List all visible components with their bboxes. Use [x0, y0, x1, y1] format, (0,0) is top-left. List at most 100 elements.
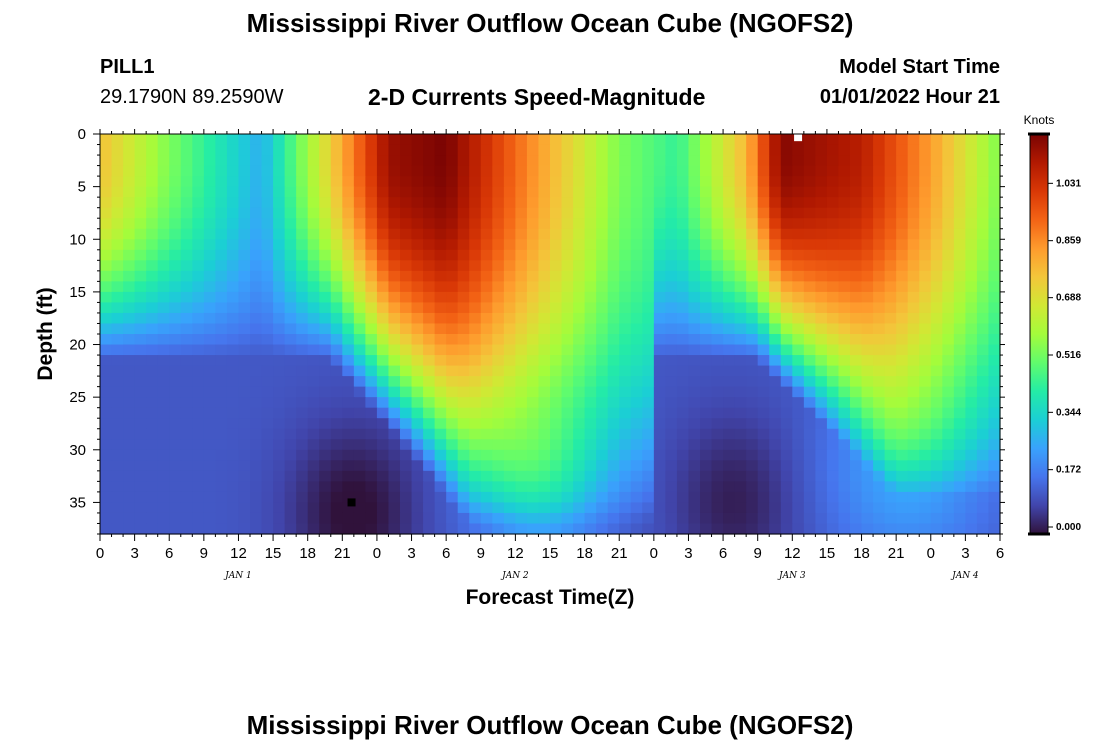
heatmap-cell — [688, 512, 701, 525]
heatmap-cell — [873, 302, 886, 314]
heatmap-cell — [665, 334, 678, 346]
heatmap-cell — [596, 397, 609, 409]
heatmap-cell — [446, 491, 459, 504]
heatmap-cell — [538, 449, 551, 461]
heatmap-cell — [169, 176, 182, 188]
heatmap-cell — [273, 523, 286, 535]
heatmap-cell — [561, 144, 574, 156]
heatmap-cell — [376, 418, 390, 430]
heatmap-cell — [953, 449, 966, 461]
heatmap-cell — [930, 470, 943, 482]
heatmap-cell — [907, 439, 920, 451]
heatmap-cell — [884, 302, 897, 314]
heatmap-cell — [434, 344, 447, 356]
heatmap-cell — [919, 323, 932, 335]
heatmap-cell — [503, 344, 516, 356]
heatmap-cell — [157, 502, 170, 514]
heatmap-cell — [296, 407, 309, 419]
heatmap-cell — [838, 312, 851, 325]
heatmap-cell — [203, 512, 216, 525]
heatmap-cell — [838, 228, 851, 240]
heatmap-cell — [319, 344, 332, 356]
heatmap-cell — [388, 134, 401, 146]
heatmap-cell — [526, 523, 540, 535]
heatmap-cell — [423, 323, 436, 335]
heatmap-cell — [157, 334, 170, 346]
heatmap-cell — [203, 176, 216, 188]
heatmap-cell — [942, 176, 955, 188]
heatmap-cell — [896, 512, 909, 525]
heatmap-cell — [123, 134, 136, 146]
heatmap-cell — [273, 407, 286, 419]
heatmap-cell — [400, 491, 413, 504]
heatmap-cell — [803, 312, 816, 325]
heatmap-cell — [700, 249, 713, 261]
heatmap-cell — [700, 176, 713, 188]
heatmap-cell — [630, 165, 643, 177]
heatmap-cell — [723, 397, 736, 409]
heatmap-cell — [480, 502, 493, 514]
station-coordinates: 29.1790N 89.2590W — [100, 86, 284, 108]
heatmap-cell — [157, 439, 170, 451]
heatmap-cell — [434, 144, 447, 156]
heatmap-cell — [953, 207, 966, 219]
heatmap-cell — [942, 186, 955, 198]
heatmap-cell — [203, 323, 216, 335]
heatmap-cell — [515, 439, 528, 451]
heatmap-cell — [376, 491, 390, 504]
heatmap-cell — [976, 418, 990, 430]
heatmap-cell — [192, 218, 205, 230]
heatmap-cell — [284, 260, 297, 272]
heatmap-cell — [653, 186, 666, 198]
heatmap-cell — [919, 502, 932, 514]
heatmap-cell — [561, 302, 574, 314]
x-tick-label: 12 — [507, 545, 524, 562]
heatmap-cell — [826, 397, 840, 409]
heatmap-cell — [446, 334, 459, 346]
heatmap-cell — [619, 207, 632, 219]
heatmap-cell — [665, 281, 678, 293]
heatmap-cell — [550, 260, 563, 272]
heatmap-cell — [526, 376, 540, 388]
heatmap-cell — [723, 376, 736, 388]
heatmap-cell — [838, 397, 851, 409]
heatmap-cell — [215, 165, 228, 177]
heatmap-cell — [780, 197, 793, 209]
heatmap-cell — [665, 207, 678, 219]
heatmap-cell — [746, 365, 759, 377]
heatmap-cell — [353, 386, 366, 398]
heatmap-cell — [376, 512, 390, 525]
heatmap-cell — [503, 186, 516, 198]
heatmap-cell — [469, 355, 482, 367]
heatmap-cell — [769, 323, 782, 335]
heatmap-cell — [642, 334, 655, 346]
heatmap-cell — [215, 260, 228, 272]
heatmap-cell — [596, 291, 609, 304]
heatmap-cell — [953, 176, 966, 188]
heatmap-cell — [123, 270, 136, 282]
heatmap-cell — [584, 344, 597, 356]
heatmap-cell — [342, 428, 355, 440]
heatmap-cell — [723, 207, 736, 219]
heatmap-cell — [180, 302, 193, 314]
heatmap-cell — [561, 523, 574, 535]
heatmap-cell — [503, 428, 516, 440]
heatmap-cell — [157, 249, 170, 261]
heatmap-cell — [261, 460, 274, 472]
heatmap-cell — [550, 334, 563, 346]
heatmap-cell — [769, 407, 782, 419]
heatmap-cell — [457, 502, 470, 514]
heatmap-cell — [700, 291, 713, 304]
heatmap-cell — [780, 165, 793, 177]
heatmap-cell — [896, 281, 909, 293]
heatmap-cell — [596, 197, 609, 209]
heatmap-cell — [238, 481, 251, 493]
heatmap-cell — [988, 449, 1001, 461]
heatmap-cell — [746, 176, 759, 188]
heatmap-cell — [388, 428, 401, 440]
heatmap-cell — [873, 460, 886, 472]
heatmap-cell — [307, 344, 320, 356]
heatmap-cell — [273, 176, 286, 188]
heatmap-cell — [423, 355, 436, 367]
heatmap-cell — [284, 512, 297, 525]
